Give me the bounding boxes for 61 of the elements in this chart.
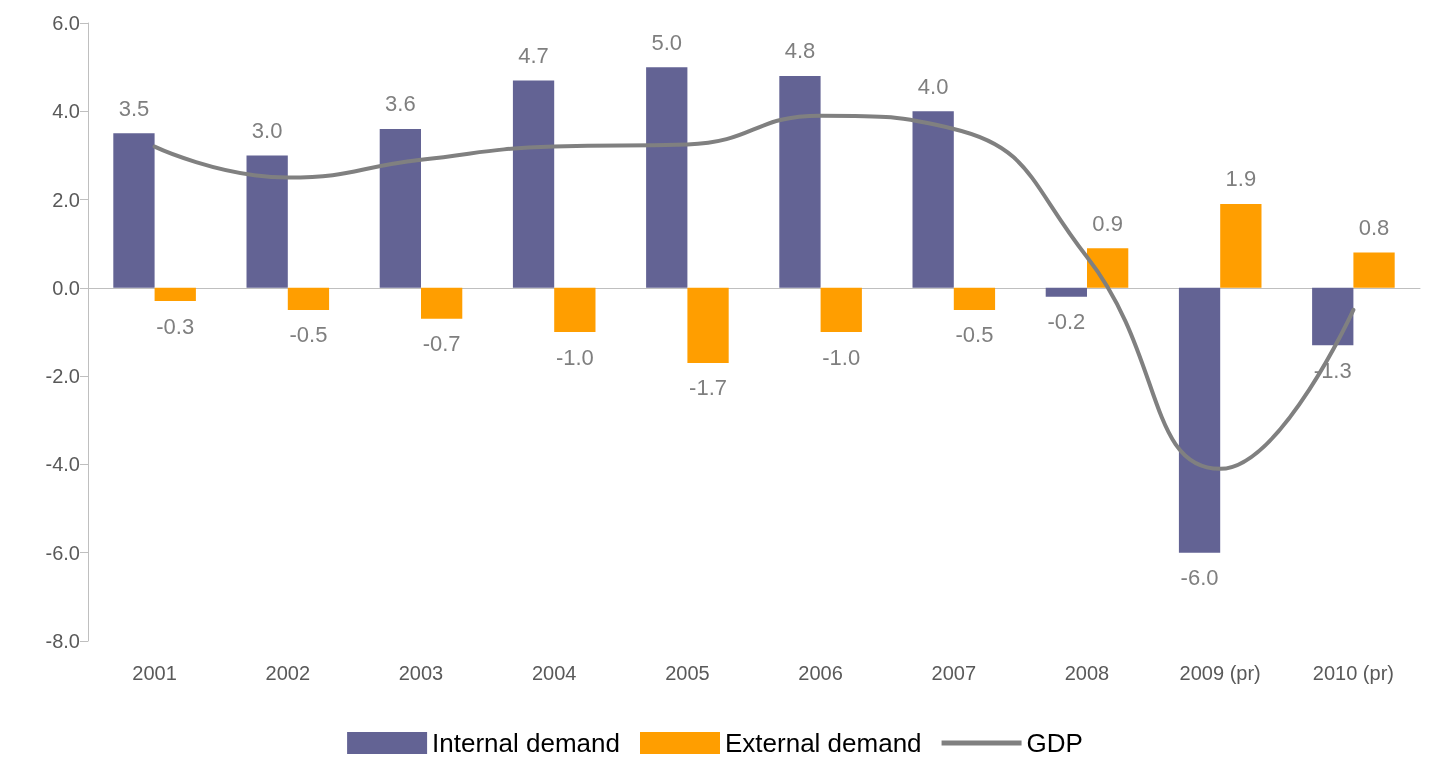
data-label: 5.0	[651, 29, 683, 55]
data-label: -0.5	[955, 322, 994, 348]
data-label: -1.7	[689, 375, 728, 401]
legend-label: External demand	[725, 728, 922, 758]
bar	[154, 287, 196, 302]
x-tick-label: 2003	[398, 662, 444, 684]
x-tick-label: 2010 (pr)	[1312, 662, 1394, 684]
data-label: -6.0	[1180, 565, 1219, 591]
legend-label: GDP	[1026, 728, 1083, 758]
legend-label: Internal demand	[432, 728, 620, 758]
y-tick-label: 6.0	[52, 12, 80, 34]
x-tick-label: 2009 (pr)	[1179, 662, 1261, 684]
bar	[779, 75, 821, 288]
bar	[1312, 287, 1354, 346]
data-label: 4.7	[518, 42, 549, 68]
bar	[1220, 203, 1262, 288]
y-tick-label: -8.0	[45, 630, 80, 652]
bar	[912, 111, 954, 288]
bar	[1353, 252, 1395, 288]
data-label: 1.9	[1225, 166, 1257, 192]
bar	[1045, 287, 1087, 297]
bar	[820, 287, 862, 332]
data-label: -0.7	[422, 331, 461, 357]
line-series	[152, 113, 1356, 471]
bar	[379, 128, 421, 288]
bar	[646, 67, 688, 288]
bar	[421, 287, 463, 319]
bar	[1178, 287, 1221, 553]
bar	[512, 80, 555, 288]
data-label: 3.0	[251, 117, 283, 143]
y-tick-label: 4.0	[52, 100, 80, 123]
x-tick-label: 2005	[665, 662, 710, 684]
data-label: 4.0	[917, 73, 949, 99]
bar	[246, 155, 288, 288]
x-tick-label: 2008	[1064, 662, 1110, 684]
x-tick-label: 2004	[531, 662, 577, 684]
data-label: -1.0	[822, 344, 861, 370]
data-label: -0.2	[1047, 309, 1086, 335]
data-label: -0.3	[156, 313, 195, 339]
data-label: 0.8	[1358, 215, 1390, 241]
bar	[1087, 248, 1129, 288]
data-label: 0.9	[1092, 210, 1123, 236]
y-tick-label: -6.0	[45, 541, 80, 564]
data-label: -1.0	[555, 344, 594, 370]
x-tick-label: 2007	[931, 662, 977, 684]
bar	[287, 287, 330, 310]
y-tick-label: -2.0	[45, 365, 80, 388]
data-label: 4.8	[784, 38, 816, 64]
y-tick-label: 2.0	[52, 188, 80, 211]
x-tick-label: 2002	[265, 662, 311, 684]
data-label: -0.5	[289, 322, 328, 348]
y-tick-label: -4.0	[45, 453, 80, 476]
y-tick-label: 0.0	[52, 276, 80, 299]
bar	[953, 287, 996, 310]
bar	[554, 287, 596, 332]
data-label: 3.6	[385, 91, 416, 117]
x-tick-label: 2001	[132, 662, 177, 684]
x-tick-label: 2006	[798, 662, 843, 684]
bar	[687, 287, 729, 363]
data-label: 3.5	[118, 95, 150, 121]
bar	[113, 133, 155, 288]
